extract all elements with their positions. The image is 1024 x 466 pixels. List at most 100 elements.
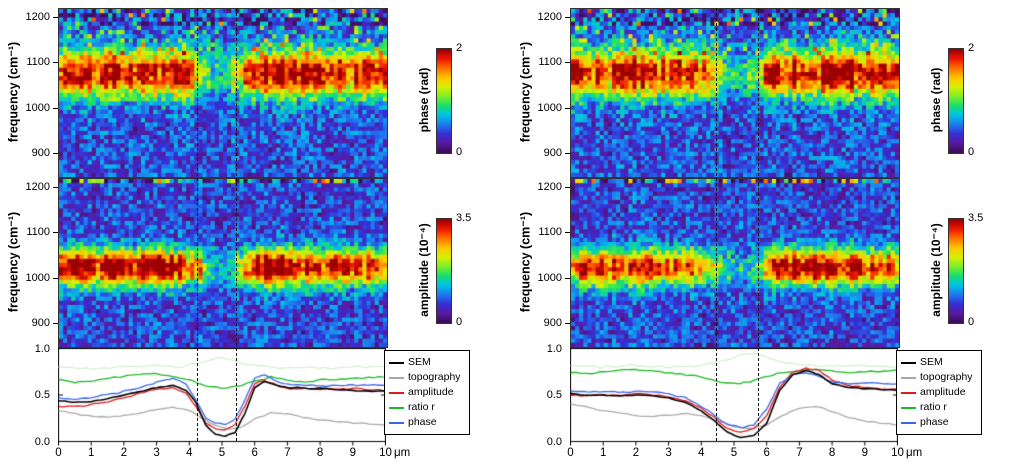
colorbar-min-label: 0 — [456, 316, 463, 328]
amplitude-colorbar-label: amplitude (10⁻⁴) — [417, 223, 431, 317]
frequency-tick-labels: 1200 1100 1000 900 — [512, 178, 570, 346]
x-tick-label: 8 — [316, 447, 324, 459]
profile-ytick-labels: 1.0 0.5 0.0 — [512, 343, 570, 448]
colorbar-max-label: 3.5 — [968, 212, 984, 224]
freq-tick-label: 1100 — [26, 226, 50, 239]
x-tick-label: 6 — [251, 447, 258, 459]
legend-label: topography — [920, 371, 973, 384]
x-tick-label: 10 — [891, 447, 904, 459]
colorbar-max-label: 2 — [456, 42, 463, 54]
legend-label: phase — [408, 416, 437, 429]
colorbar-min-label: 0 — [968, 316, 975, 328]
phase-colorbar-label: phase (rad) — [929, 67, 943, 133]
tick-mark — [565, 232, 570, 234]
profile-plot-left — [58, 348, 386, 446]
x-tick-label: 0 — [55, 447, 62, 459]
profile-ytick-label: 0.5 — [34, 389, 50, 401]
x-tick-label: 4 — [186, 447, 193, 459]
legend-label: SEM — [920, 356, 943, 369]
legend-swatch — [389, 406, 404, 409]
frequency-tick-labels: 1200 1100 1000 900 — [0, 8, 58, 176]
legend-swatch — [389, 421, 404, 424]
freq-tick-label: 1100 — [538, 56, 562, 69]
tick-mark — [565, 107, 570, 109]
tick-mark — [53, 323, 58, 325]
x-tick-label: 0 — [567, 447, 574, 459]
phase-colorbar-label: phase (rad) — [417, 67, 431, 133]
phase-colorbar-left — [436, 48, 452, 154]
profile-ytick-label: 0.0 — [546, 435, 562, 448]
legend-swatch — [901, 376, 916, 379]
x-tick-label: 1 — [599, 447, 607, 459]
freq-tick-label: 1200 — [25, 181, 50, 194]
legend-label: topography — [408, 371, 461, 384]
phase-map-panel-right: frequency (cm⁻¹) 1200 1100 1000 900 phase (… — [512, 8, 1024, 178]
legend-label: ratio r — [920, 401, 947, 414]
legend-entry: ratio r — [389, 400, 465, 415]
tick-mark — [53, 62, 58, 64]
x-tick-label: 1 — [87, 447, 95, 459]
figure-column-right: frequency (cm⁻¹) 1200 1100 1000 900 phase (… — [512, 0, 1024, 466]
legend-swatch — [389, 391, 404, 394]
tick-mark — [565, 323, 570, 325]
phase-colorbar-right — [948, 48, 964, 154]
freq-tick-label: 1200 — [25, 11, 50, 24]
freq-tick-label: 1200 — [537, 11, 562, 24]
colorbar-min-label: 0 — [968, 146, 975, 158]
legend: SEM topography amplitude ratio r phase — [384, 350, 470, 435]
freq-tick-label: 1200 — [537, 181, 562, 194]
x-tick-label: 2 — [632, 447, 640, 459]
phase-map-panel-left: frequency (cm⁻¹) 1200 1100 1000 900 phase (… — [0, 8, 512, 178]
amplitude-map-panel-left: frequency (cm⁻¹) 1200 1100 1000 900 amplitu… — [0, 178, 512, 348]
phase-heatmap-right — [570, 8, 900, 178]
legend-swatch — [901, 391, 916, 394]
freq-tick-label: 1000 — [25, 101, 50, 114]
tick-mark — [53, 153, 58, 155]
profile-ytick-label: 0.0 — [34, 435, 50, 448]
x-tick-label: 10 — [379, 447, 392, 459]
freq-tick-label: 900 — [31, 147, 50, 160]
dashed-marker-line — [758, 8, 760, 441]
legend-entry: ratio r — [901, 400, 977, 415]
frequency-tick-labels: 1200 1100 1000 900 — [0, 178, 58, 346]
x-tick-label: 3 — [665, 447, 672, 459]
legend-swatch — [901, 361, 916, 364]
x-tick-label: 7 — [284, 447, 291, 459]
profile-ytick-label: 1.0 — [546, 342, 562, 355]
tick-mark — [53, 187, 58, 189]
amplitude-map-panel-right: frequency (cm⁻¹) 1200 1100 1000 900 amplitu… — [512, 178, 1024, 348]
freq-tick-label: 900 — [543, 317, 562, 330]
freq-tick-label: 1000 — [25, 271, 50, 284]
freq-tick-label: 900 — [543, 147, 562, 160]
x-tick-label: 2 — [120, 447, 128, 459]
legend-entry: amplitude — [901, 385, 977, 400]
legend-swatch — [389, 376, 404, 379]
amplitude-colorbar-left — [436, 218, 452, 324]
tick-mark — [565, 153, 570, 155]
dashed-marker-line — [236, 8, 238, 441]
x-tick-label: 9 — [349, 447, 356, 459]
x-axis-unit: μm — [906, 447, 923, 459]
x-tick-label: 5 — [730, 447, 738, 459]
legend-label: amplitude — [920, 386, 966, 399]
legend-entry: topography — [901, 370, 977, 385]
legend-label: ratio r — [408, 401, 435, 414]
tick-mark — [565, 277, 570, 279]
x-tick-label: 7 — [796, 447, 803, 459]
legend-entry: amplitude — [389, 385, 465, 400]
freq-tick-label: 1000 — [537, 101, 562, 114]
legend-label: SEM — [408, 356, 431, 369]
tick-mark — [53, 277, 58, 279]
profile-plot-panel-left: 1.0 0.5 0.0 0 1 2 3 4 5 6 7 8 9 10 μm SEM topography a… — [0, 343, 512, 460]
legend-entry: phase — [901, 415, 977, 430]
freq-tick-label: 900 — [31, 317, 50, 330]
profile-ytick-labels: 1.0 0.5 0.0 — [0, 343, 58, 448]
x-tick-label: 9 — [861, 447, 868, 459]
legend-swatch — [901, 406, 916, 409]
freq-tick-label: 1100 — [538, 226, 562, 239]
profile-ytick-label: 1.0 — [34, 342, 50, 355]
legend-entry: SEM — [901, 355, 977, 370]
freq-tick-label: 1000 — [537, 271, 562, 284]
amplitude-colorbar-label: amplitude (10⁻⁴) — [929, 223, 943, 317]
